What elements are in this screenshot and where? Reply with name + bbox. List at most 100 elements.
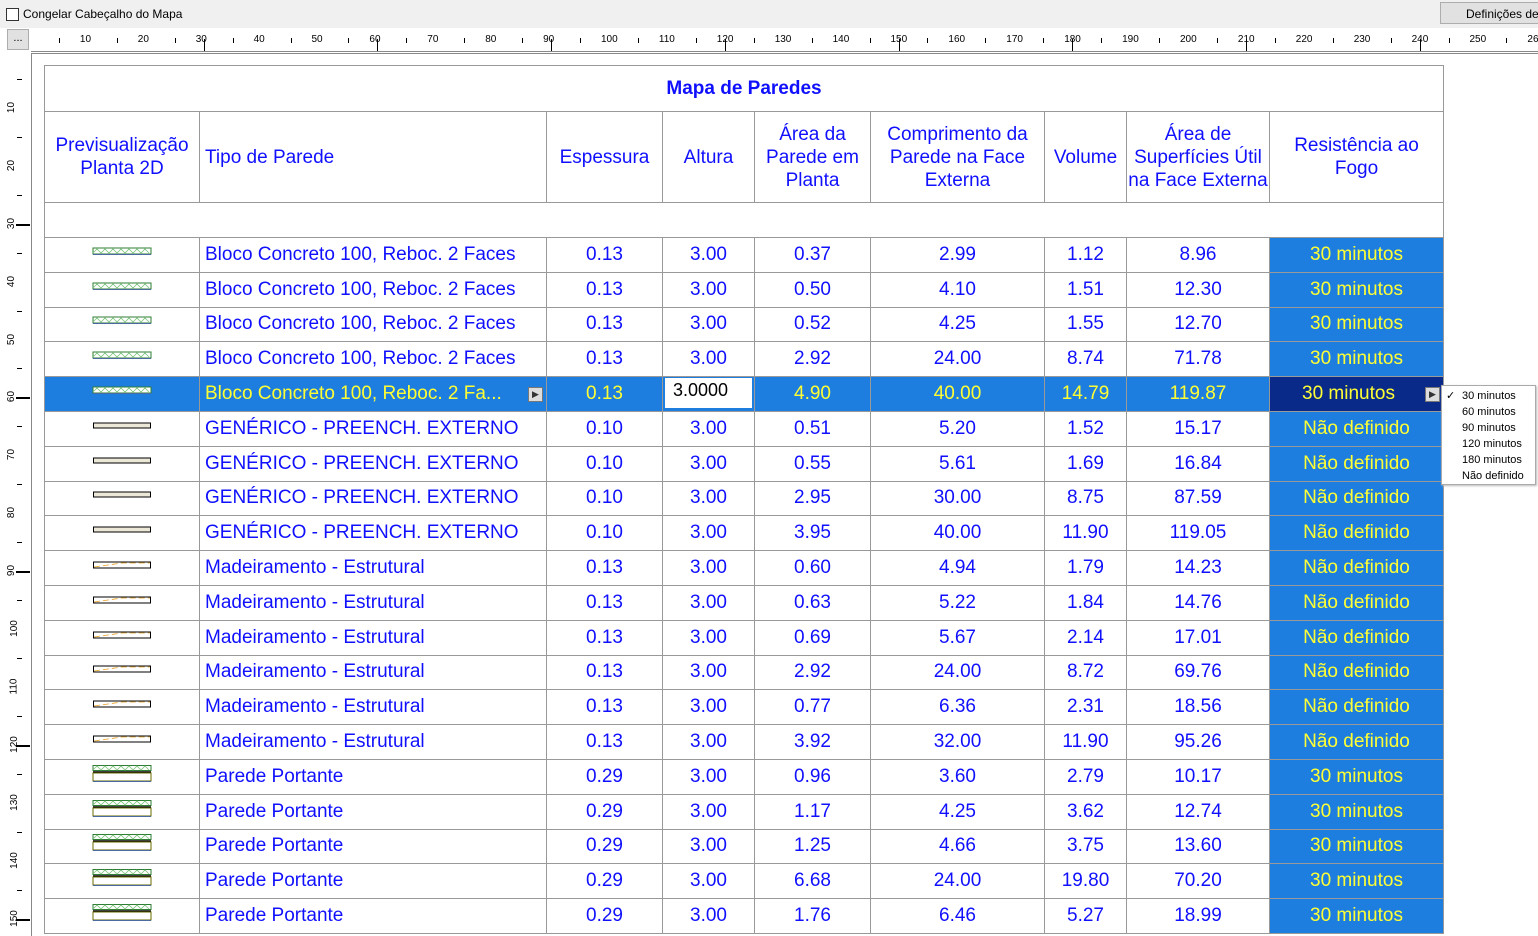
thickness-cell[interactable]: 0.29 [546,828,663,865]
wall-type-cell[interactable]: Parede Portante [199,898,547,934]
height-cell[interactable]: 3.00 [662,724,755,760]
height-cell[interactable]: 3.00 [662,237,755,273]
table-row[interactable]: Parede Portante 0.29 3.00 6.68 24.00 19.80 70.… [44,863,1444,900]
table-row[interactable]: Parede Portante 0.29 3.00 1.17 4.25 3.62 12.74… [44,793,1444,830]
volume-cell[interactable]: 2.14 [1044,619,1127,656]
external-length-cell[interactable]: 5.20 [870,410,1045,447]
wall-type-cell[interactable]: Madeiramento - Estrutural [199,550,547,586]
fire-resistance-dropdown[interactable]: ✓ 30 minutos 60 minutos 90 minutos 120 minut… [1441,385,1536,485]
wall-type-cell[interactable]: Parede Portante [199,793,547,830]
volume-cell[interactable]: 1.12 [1044,237,1127,273]
useful-surface-cell[interactable]: 70.20 [1126,863,1270,900]
thickness-cell[interactable]: 0.13 [546,654,663,691]
wall-type-cell[interactable]: Parede Portante [199,863,547,900]
thickness-cell[interactable]: 0.13 [546,376,663,412]
height-cell[interactable]: 3.00 [662,619,755,656]
thickness-cell[interactable]: 0.13 [546,237,663,273]
wall-type-cell[interactable]: Madeiramento - Estrutural [199,724,547,760]
fire-resistance-cell[interactable]: Não definido [1269,724,1444,760]
thickness-cell[interactable]: 0.29 [546,898,663,934]
external-length-cell[interactable]: 4.10 [870,271,1045,308]
fire-resistance-cell[interactable]: Não definido [1269,445,1444,482]
useful-surface-cell[interactable]: 14.76 [1126,584,1270,621]
external-length-cell[interactable]: 6.46 [870,898,1045,934]
volume-cell[interactable]: 2.79 [1044,758,1127,795]
wall-type-cell[interactable]: Madeiramento - Estrutural [199,619,547,656]
wall-type-cell[interactable]: Bloco Concreto 100, Reboc. 2 Faces [199,271,547,308]
external-length-cell[interactable]: 4.66 [870,828,1045,865]
volume-cell[interactable]: 8.75 [1044,480,1127,517]
external-length-cell[interactable]: 6.36 [870,689,1045,726]
fire-resistance-cell[interactable]: 30 minutos [1269,341,1444,378]
table-row[interactable]: Madeiramento - Estrutural 0.13 3.00 0.63 5.2… [44,584,1444,621]
plan-area-cell[interactable]: 1.25 [754,828,871,865]
dropdown-option[interactable]: Não definido [1442,468,1535,484]
useful-surface-cell[interactable]: 8.96 [1126,237,1270,273]
external-length-cell[interactable]: 4.25 [870,306,1045,343]
plan-area-cell[interactable]: 0.69 [754,619,871,656]
thickness-cell[interactable]: 0.10 [546,480,663,517]
header-plan-area[interactable]: Área da Parede em Planta [754,111,871,203]
useful-surface-cell[interactable]: 15.17 [1126,410,1270,447]
wall-type-cell[interactable]: GENÉRICO - PREENCH. EXTERNO [199,410,547,447]
external-length-cell[interactable]: 5.67 [870,619,1045,656]
plan-area-cell[interactable]: 0.51 [754,410,871,447]
volume-cell[interactable]: 1.79 [1044,550,1127,586]
external-length-cell[interactable]: 2.99 [870,237,1045,273]
fire-resistance-cell[interactable]: Não definido [1269,584,1444,621]
fire-resistance-cell[interactable]: Não definido [1269,410,1444,447]
table-row[interactable]: Bloco Concreto 100, Reboc. 2 Faces 0.13 3.… [44,341,1444,378]
dropdown-arrow-icon[interactable]: ▶ [528,387,543,403]
useful-surface-cell[interactable]: 12.30 [1126,271,1270,308]
height-cell[interactable]: 3.00 [662,584,755,621]
fire-resistance-cell[interactable]: Não definido [1269,550,1444,586]
wall-type-cell[interactable]: GENÉRICO - PREENCH. EXTERNO [199,480,547,517]
plan-area-cell[interactable]: 3.92 [754,724,871,760]
useful-surface-cell[interactable]: 119.87 [1126,376,1270,412]
useful-surface-cell[interactable]: 69.76 [1126,654,1270,691]
height-cell[interactable]: 3.00 [662,828,755,865]
table-row[interactable]: Madeiramento - Estrutural 0.13 3.00 0.60 4.9… [44,550,1444,586]
fire-resistance-cell[interactable]: Não definido [1269,619,1444,656]
plan-area-cell[interactable]: 0.77 [754,689,871,726]
table-row[interactable]: Parede Portante 0.29 3.00 1.25 4.66 3.75 13.60… [44,828,1444,865]
volume-cell[interactable]: 1.51 [1044,271,1127,308]
volume-cell[interactable]: 14.79 [1044,376,1127,412]
height-cell[interactable]: 3.00 [662,271,755,308]
height-cell[interactable]: 3.00 [662,480,755,517]
plan-area-cell[interactable]: 3.95 [754,515,871,552]
thickness-cell[interactable]: 0.29 [546,758,663,795]
plan-area-cell[interactable]: 4.90 [754,376,871,412]
useful-surface-cell[interactable]: 12.74 [1126,793,1270,830]
header-external-length[interactable]: Comprimento da Parede na Face Externa [870,111,1045,203]
wall-type-cell[interactable]: Parede Portante [199,828,547,865]
volume-cell[interactable]: 8.74 [1044,341,1127,378]
external-length-cell[interactable]: 24.00 [870,863,1045,900]
fire-resistance-cell[interactable]: Não definido [1269,654,1444,691]
thickness-cell[interactable]: 0.13 [546,619,663,656]
volume-cell[interactable]: 11.90 [1044,724,1127,760]
plan-area-cell[interactable]: 0.50 [754,271,871,308]
wall-type-cell[interactable]: Parede Portante [199,758,547,795]
plan-area-cell[interactable]: 2.92 [754,654,871,691]
fire-resistance-cell[interactable]: 30 minutos [1269,828,1444,865]
dropdown-option[interactable]: 60 minutos [1442,404,1535,420]
table-row[interactable]: Madeiramento - Estrutural 0.13 3.00 2.92 24.… [44,654,1444,691]
height-cell[interactable]: 3.00 [662,445,755,482]
fire-resistance-cell[interactable]: 30 minutos [1269,793,1444,830]
wall-type-cell[interactable]: Bloco Concreto 100, Reboc. 2 Faces [199,306,547,343]
height-cell[interactable]: 3.00 [662,306,755,343]
height-cell[interactable]: 3.00 [662,341,755,378]
plan-area-cell[interactable]: 0.96 [754,758,871,795]
fire-resistance-cell[interactable]: Não definido [1269,480,1444,517]
external-length-cell[interactable]: 4.25 [870,793,1045,830]
volume-cell[interactable]: 1.52 [1044,410,1127,447]
thickness-cell[interactable]: 0.10 [546,410,663,447]
external-length-cell[interactable]: 24.00 [870,341,1045,378]
thickness-cell[interactable]: 0.13 [546,689,663,726]
table-row[interactable]: GENÉRICO - PREENCH. EXTERNO 0.10 3.00 3.95 4… [44,515,1444,552]
plan-area-cell[interactable]: 1.76 [754,898,871,934]
thickness-cell[interactable]: 0.29 [546,863,663,900]
fire-resistance-cell[interactable]: 30 minutos [1269,898,1444,934]
height-edit-input[interactable]: 3.0000 [665,378,752,409]
